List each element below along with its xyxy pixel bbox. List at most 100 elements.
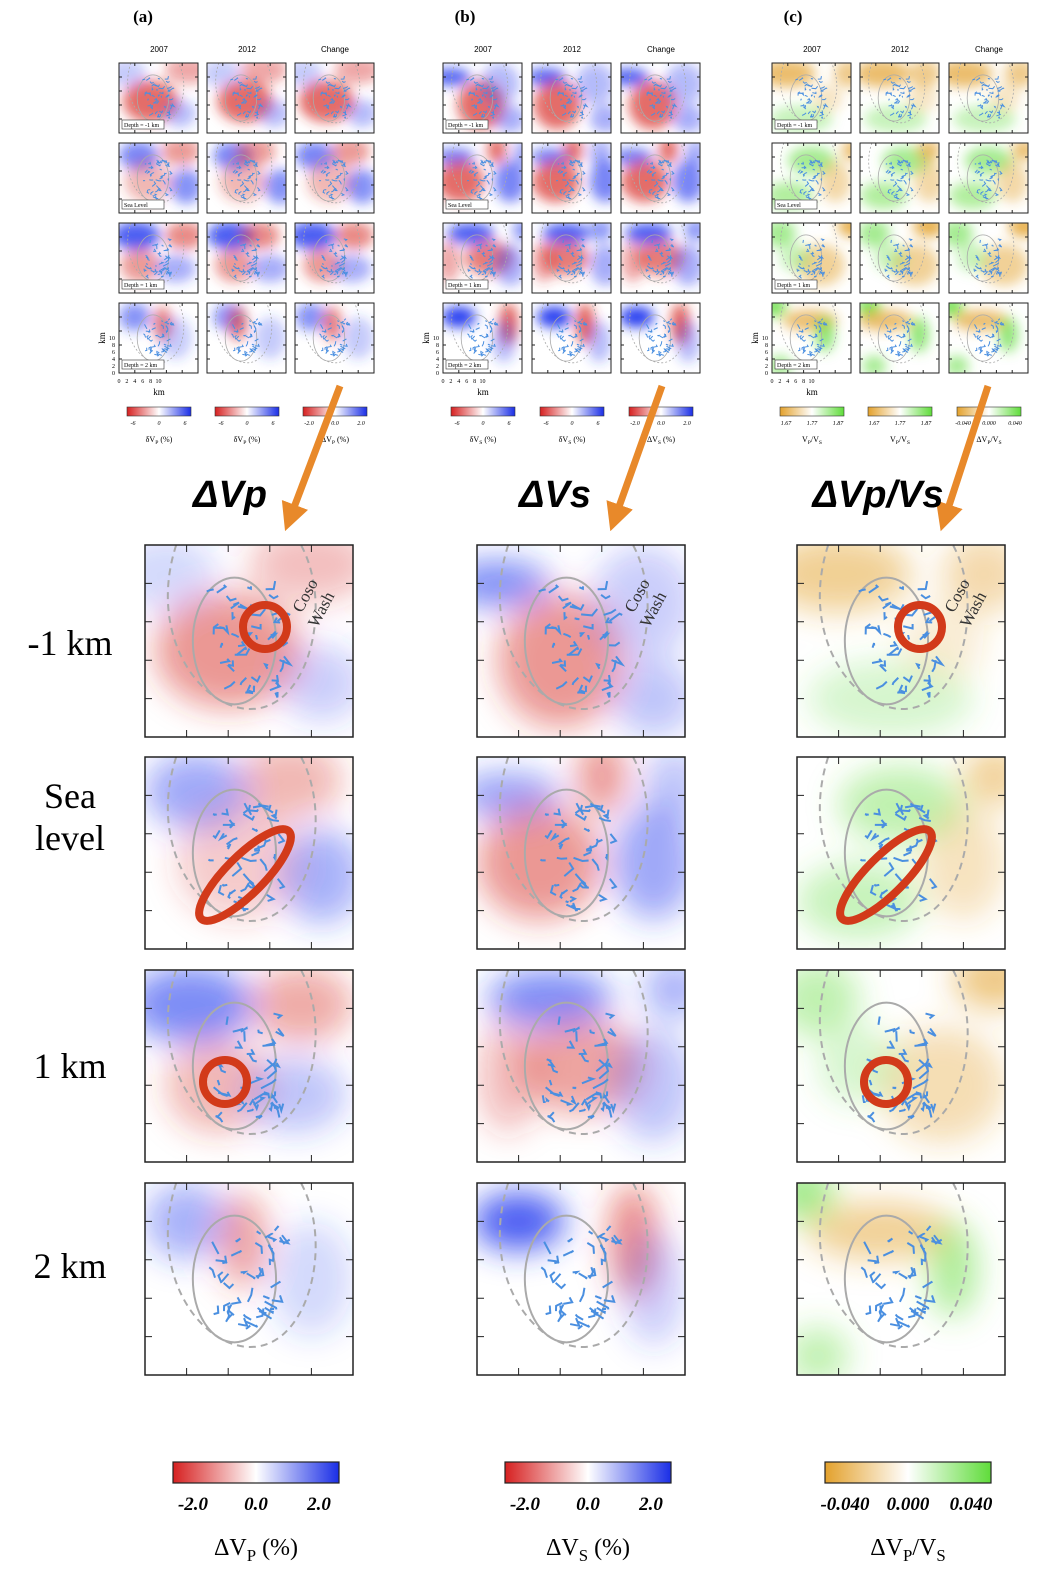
thumb-header: 2007 — [150, 45, 168, 54]
map-panel — [797, 747, 1026, 949]
map-panel — [456, 738, 706, 949]
fault-trace — [657, 335, 659, 336]
axis-tick-label: 2 — [449, 379, 452, 385]
thumbnail — [532, 303, 611, 373]
row-label: -1 km — [28, 623, 113, 663]
anomaly-blob — [819, 161, 851, 203]
caption-part: S — [936, 1546, 945, 1565]
fault-trace — [860, 860, 865, 861]
caption-part: δV — [470, 435, 480, 444]
colorbar-tick-label: 0.040 — [950, 1494, 993, 1515]
colorbar-tick-label: 6 — [272, 421, 275, 427]
axis-label: km — [97, 332, 107, 344]
caption-part: S — [819, 440, 822, 446]
depth-label: Depth = 1 km — [777, 283, 811, 289]
fault-trace — [257, 117, 258, 119]
thumbnail — [860, 140, 945, 214]
fault-trace — [222, 884, 227, 885]
row-label: level — [35, 818, 105, 858]
anomaly-blob — [957, 244, 989, 272]
anomaly-blob — [1004, 60, 1036, 88]
fault-trace — [148, 99, 149, 101]
caption: δVP (%) — [234, 435, 261, 446]
axis-tick-label: 8 — [112, 343, 115, 349]
fault-trace — [274, 854, 275, 858]
panel-label: (c) — [784, 7, 803, 26]
anomaly-blob — [492, 321, 516, 363]
fault-trace — [150, 350, 151, 353]
colorbar-tick-label: 2.0 — [638, 1494, 663, 1515]
depth-label: Depth = 1 km — [124, 283, 158, 289]
thumbnail — [941, 216, 1040, 293]
fault-trace — [978, 99, 979, 101]
fault-trace — [660, 78, 661, 79]
fault-trace — [331, 197, 332, 198]
caption-part: /V — [899, 435, 907, 444]
axis-tick-label: 10 — [762, 336, 768, 342]
fault-trace — [482, 78, 483, 79]
thumbnail — [207, 303, 286, 373]
fault-trace — [867, 627, 877, 628]
colorbar-tick-label: 0.0 — [576, 1494, 600, 1515]
colorbar-tick-label: -6 — [219, 421, 224, 427]
axis-tick-label: 2 — [436, 364, 439, 370]
caption-part: (%) — [588, 1535, 630, 1561]
colorbar-tick-label: 0 — [482, 421, 485, 427]
thumbnail — [940, 296, 1028, 377]
caption-part: (%) — [661, 435, 675, 444]
colorbar-tick-label: 0.040 — [1008, 420, 1022, 427]
colorbar-tick-label: 1.67 — [781, 421, 793, 427]
fault-trace — [277, 680, 278, 686]
thumb-colorbar — [215, 407, 279, 416]
anomaly-blob — [776, 960, 859, 1037]
fault-trace — [991, 276, 993, 277]
axis-tick-label: 6 — [794, 379, 797, 385]
caption: δVP (%) — [146, 435, 173, 446]
axis-tick-label: 10 — [809, 379, 815, 385]
caption-part: (%) — [256, 1535, 298, 1561]
thumbnail — [937, 60, 1036, 134]
axis-tick-label: 0 — [118, 379, 121, 385]
fault-trace — [985, 197, 986, 198]
anomaly-blob — [659, 136, 678, 164]
colorbar-tick-label: 1.77 — [807, 421, 819, 427]
row-label: Sea — [44, 776, 96, 816]
axis-tick-label: 6 — [465, 379, 468, 385]
panel-label: (b) — [455, 7, 476, 26]
fault-trace — [145, 270, 146, 271]
anomaly-blob — [473, 1193, 565, 1251]
fault-trace — [822, 117, 823, 119]
axis-tick-label: 0 — [436, 371, 439, 377]
colorbar-tick-label: 0 — [571, 421, 574, 427]
thumbnail — [530, 136, 621, 213]
caption-part: P — [247, 1546, 256, 1565]
caption-part: /V — [912, 1535, 937, 1561]
axis-tick-label: 0 — [442, 379, 445, 385]
fault-trace — [663, 276, 665, 277]
depth-label: Sea Level — [448, 203, 472, 209]
caption-part: (%) — [482, 435, 496, 444]
fault-trace — [331, 335, 333, 336]
anomaly-blob — [243, 1056, 347, 1133]
fault-trace — [902, 276, 904, 277]
anomaly-blob — [941, 220, 973, 248]
thumb-header: 2007 — [474, 45, 492, 54]
fault-trace — [557, 858, 567, 859]
caption-part: (%) — [246, 435, 260, 444]
fault-trace — [238, 350, 239, 353]
axis-tick-label: 8 — [149, 379, 152, 385]
anomaly-blob — [165, 56, 212, 84]
fault-trace — [889, 99, 890, 101]
axis-tick-label: 8 — [436, 343, 439, 349]
caption-part: S — [907, 440, 910, 446]
anomaly-blob — [913, 216, 945, 237]
colorbar-tick-label: -0.040 — [820, 1494, 870, 1515]
column-heading: ΔVp/Vs — [810, 474, 943, 516]
anomaly-blob — [922, 805, 1005, 920]
fault-trace — [558, 270, 559, 271]
colorbar-tick-label: 0 — [246, 421, 249, 427]
row-label: 1 km — [33, 1046, 106, 1086]
axis-tick-label: 8 — [473, 379, 476, 385]
fault-trace — [161, 276, 163, 277]
fault-trace — [999, 117, 1000, 119]
